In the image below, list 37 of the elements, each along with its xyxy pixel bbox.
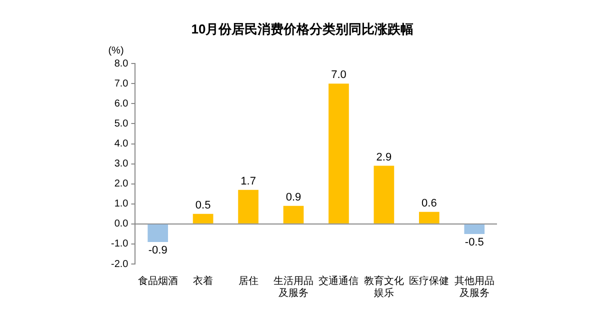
y-tick-label: 6.0: [114, 98, 129, 110]
data-label: 7.0: [331, 69, 346, 82]
data-label: 0.6: [422, 197, 437, 210]
data-label: 1.7: [240, 175, 256, 188]
bar: [328, 84, 349, 224]
y-tick-label: -2.0: [110, 258, 129, 270]
bar: [192, 214, 214, 224]
x-tick-label: 其他用品及服务: [454, 274, 494, 299]
bar: [283, 206, 304, 224]
x-tick-label: 衣着: [193, 274, 214, 287]
data-label: -0.9: [148, 244, 168, 256]
data-label: 0.9: [286, 191, 302, 204]
x-tick-label: 生活用品及服务: [274, 274, 314, 299]
y-axis-title: (%): [108, 45, 124, 56]
y-tick-label: -1.0: [110, 238, 129, 250]
y-tick-label: 0.0: [114, 218, 129, 230]
bar: [238, 190, 258, 224]
bar: [374, 166, 394, 224]
y-tick-label: 3.0: [114, 158, 129, 170]
y-tick-label: 2.0: [114, 178, 129, 190]
x-tick-label: 教育文化娱乐: [364, 274, 404, 299]
y-tick-label: 7.0: [114, 78, 129, 90]
y-tick-label: 1.0: [114, 198, 129, 210]
data-label: -0.5: [464, 236, 484, 248]
x-tick-label: 食品烟酒: [138, 274, 178, 287]
bar: [464, 224, 485, 234]
y-tick-label: 5.0: [114, 118, 129, 130]
x-tick-label: 交通通信: [318, 274, 359, 287]
bar: [148, 224, 168, 242]
y-tick-label: 4.0: [114, 138, 129, 150]
bar: [418, 212, 440, 224]
y-tick-label: 8.0: [114, 58, 129, 70]
x-tick-label: 居住: [238, 276, 258, 287]
data-label: 0.5: [195, 199, 211, 212]
x-tick-label: 医疗保健: [409, 274, 450, 287]
chart-title: 10月份居民消费价格分类别同比涨跌幅: [191, 21, 414, 36]
data-label: 2.9: [376, 151, 392, 164]
